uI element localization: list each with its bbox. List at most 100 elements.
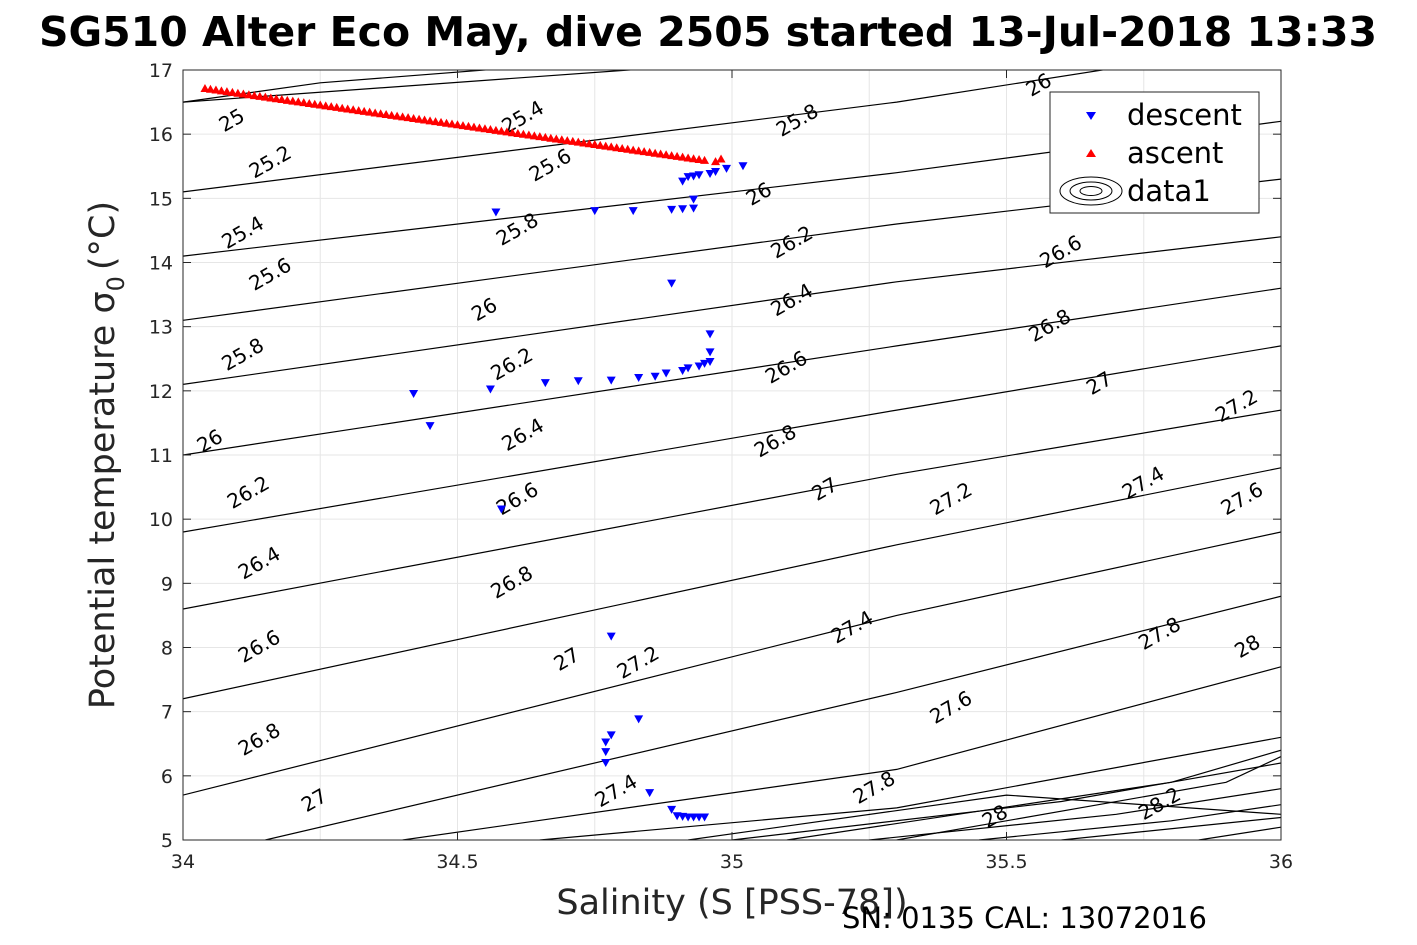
ascent-point xyxy=(650,148,660,157)
y-tick-label: 12 xyxy=(149,381,173,403)
ascent-point xyxy=(518,129,528,138)
ascent-point xyxy=(310,99,320,108)
ascent-point xyxy=(689,154,699,163)
ascent-point xyxy=(442,118,452,127)
ascent-point xyxy=(579,138,589,147)
legend-box xyxy=(1049,91,1260,214)
descent-point xyxy=(606,632,616,641)
descent-point xyxy=(573,377,583,386)
ascent-point xyxy=(205,84,215,93)
descent-point xyxy=(645,789,655,798)
legend-ascent-marker xyxy=(1086,149,1096,157)
y-tick-label: 17 xyxy=(149,60,173,82)
ascent-point xyxy=(436,117,446,126)
ascent-point xyxy=(332,102,342,111)
contour-line xyxy=(183,345,1281,533)
ascent-point xyxy=(683,153,693,162)
y-axis-label-main: Potential temperature σ xyxy=(83,291,123,709)
ascent-point xyxy=(700,155,710,164)
descent-point xyxy=(700,813,710,822)
y-tick-label: 13 xyxy=(149,317,173,339)
descent-point xyxy=(601,738,611,747)
ascent-series xyxy=(200,83,726,166)
ascent-point xyxy=(535,132,545,141)
y-tick-label: 9 xyxy=(161,573,173,595)
ascent-point xyxy=(315,100,325,109)
contour-line xyxy=(183,236,1281,385)
ascent-point xyxy=(628,145,638,154)
descent-point xyxy=(689,172,699,181)
descent-point xyxy=(683,364,693,373)
descent-point xyxy=(540,379,550,388)
y-axis-label-unit: (°C) xyxy=(83,201,123,270)
contour-line xyxy=(1198,826,1281,840)
ascent-point xyxy=(392,111,402,120)
descent-point xyxy=(606,731,616,740)
ascent-point xyxy=(409,113,419,122)
ascent-point xyxy=(249,91,259,100)
descent-point xyxy=(667,805,677,814)
ascent-point xyxy=(612,143,622,152)
descent-point xyxy=(694,362,704,371)
descent-point xyxy=(722,164,732,173)
ascent-point xyxy=(529,131,539,140)
x-tick-label: 34.5 xyxy=(436,851,478,873)
ascent-point xyxy=(222,87,232,96)
descent-point xyxy=(650,372,660,381)
ascent-point xyxy=(348,105,358,114)
contour-line xyxy=(979,804,1281,840)
contour-line xyxy=(183,70,1107,193)
descent-point xyxy=(667,279,677,288)
ascent-point xyxy=(617,143,627,152)
contour-line xyxy=(183,531,1281,796)
descent-point xyxy=(496,505,506,514)
ascent-point xyxy=(260,92,270,101)
ascent-point xyxy=(562,136,572,145)
contour-line xyxy=(402,666,1281,840)
contour-line xyxy=(183,287,1281,456)
ascent-point xyxy=(343,104,353,113)
contour-line xyxy=(731,762,1281,840)
ascent-point xyxy=(431,117,441,126)
ascent-point xyxy=(606,142,616,151)
contour-line xyxy=(869,788,1281,840)
descent-point xyxy=(678,366,688,375)
y-ticks: 5 6 7 8 9 10 11 12 13 14 15 16 17 xyxy=(149,60,1281,852)
x-tick-label: 35.5 xyxy=(985,851,1027,873)
contour-line xyxy=(539,736,1281,840)
ascent-point xyxy=(359,106,369,115)
legend-descent-label: descent xyxy=(1127,98,1242,132)
y-tick-label: 15 xyxy=(149,188,173,210)
chart-title: SG510 Alter Eco May, dive 2505 started 1… xyxy=(39,8,1377,56)
ascent-point xyxy=(469,122,479,131)
ascent-point xyxy=(458,121,468,130)
ascent-point xyxy=(513,128,523,137)
ascent-point xyxy=(266,93,276,102)
ascent-point xyxy=(387,110,397,119)
ascent-point xyxy=(711,157,721,166)
contour-line xyxy=(183,467,1281,700)
ascent-point xyxy=(293,97,303,106)
ascent-point xyxy=(623,144,633,153)
descent-series xyxy=(409,162,748,822)
ascent-point xyxy=(645,147,655,156)
descent-point xyxy=(590,207,600,216)
descent-point xyxy=(700,359,710,368)
descent-point xyxy=(689,204,699,213)
ascent-point xyxy=(255,91,265,100)
ascent-point xyxy=(667,151,677,160)
y-tick-label: 14 xyxy=(149,253,173,275)
ascent-point xyxy=(321,101,331,110)
ascent-point xyxy=(551,134,561,143)
ascent-point xyxy=(447,119,457,128)
y-tick-label: 7 xyxy=(161,702,173,724)
ascent-point xyxy=(288,96,298,105)
descent-point xyxy=(628,207,638,216)
y-axis-label: Potential temperature σ0 (°C) xyxy=(83,201,130,709)
footer-serial-calibration: SN: 0135 CAL: 13072016 xyxy=(842,901,1207,935)
ascent-point xyxy=(634,146,644,155)
ascent-point xyxy=(227,87,237,96)
ascent-point xyxy=(557,135,567,144)
y-axis-label-subscript: 0 xyxy=(102,276,130,291)
